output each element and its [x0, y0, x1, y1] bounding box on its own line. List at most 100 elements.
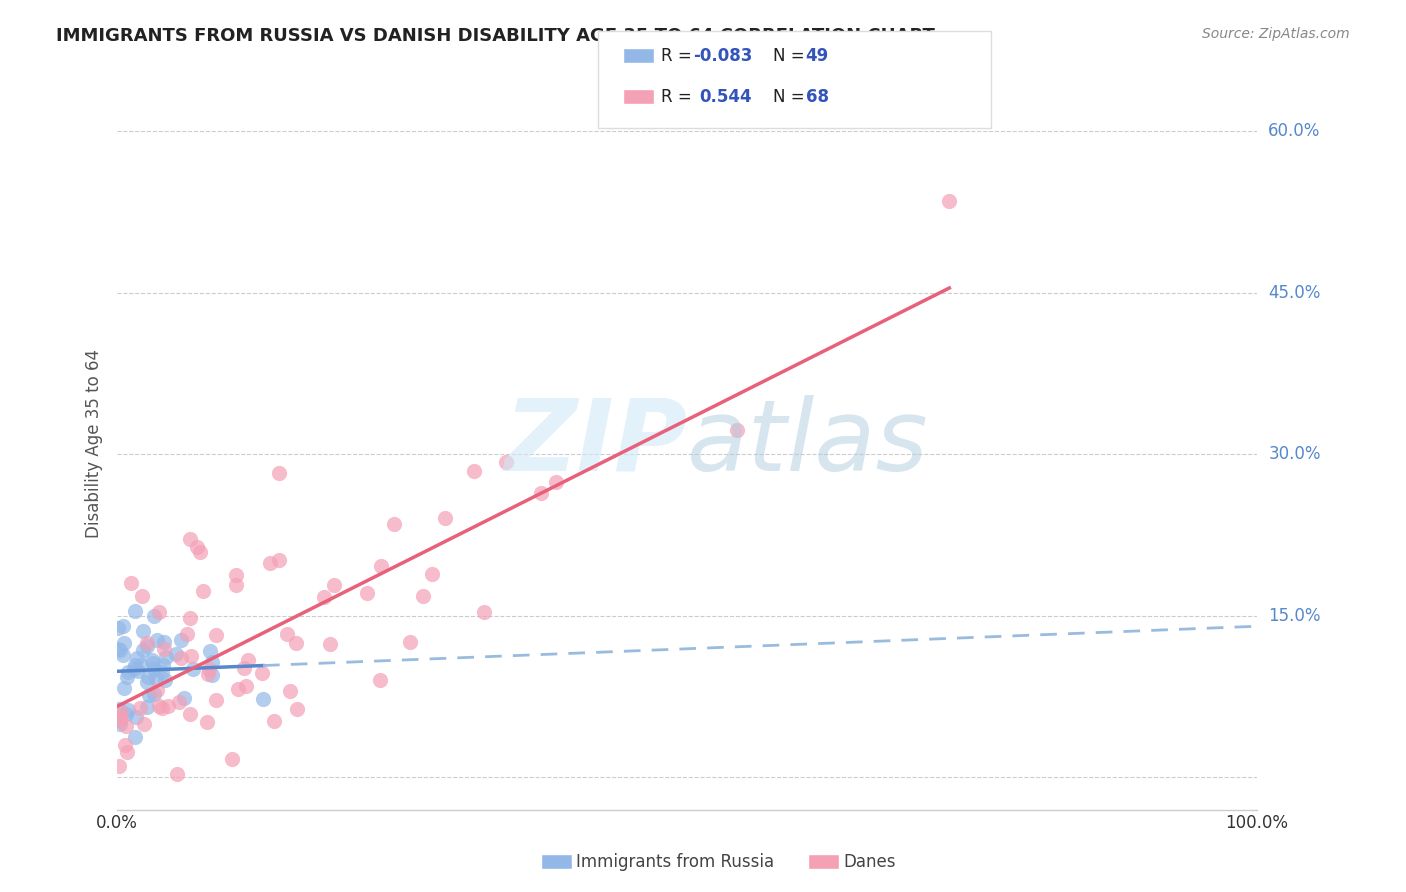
Point	[191, 584, 214, 599]
Point	[938, 194, 960, 209]
Point	[179, 611, 201, 625]
Point	[138, 688, 160, 702]
Point	[276, 626, 298, 640]
Point	[115, 719, 138, 733]
Point	[141, 652, 163, 666]
Point	[153, 673, 176, 687]
Point	[108, 710, 131, 724]
Point	[124, 658, 146, 673]
Point	[179, 707, 201, 722]
Point	[107, 713, 129, 727]
Point	[319, 637, 342, 651]
Point	[463, 464, 485, 478]
Text: 60.0%: 60.0%	[1268, 122, 1320, 140]
Point	[356, 586, 378, 600]
Point	[278, 683, 301, 698]
Point	[122, 662, 145, 676]
Point	[145, 671, 167, 685]
Point	[166, 767, 188, 781]
Point	[167, 695, 190, 709]
Point	[267, 553, 290, 567]
Point	[107, 621, 129, 635]
Text: 49: 49	[806, 47, 830, 65]
Point	[112, 636, 135, 650]
Text: N =: N =	[773, 88, 810, 106]
Point	[150, 701, 173, 715]
Point	[111, 648, 134, 662]
Point	[226, 681, 249, 696]
Text: -0.083: -0.083	[693, 47, 752, 65]
Point	[152, 658, 174, 673]
Point	[108, 759, 131, 773]
Point	[142, 662, 165, 676]
Point	[114, 738, 136, 752]
Point	[495, 455, 517, 469]
Point	[225, 567, 247, 582]
Point	[546, 475, 568, 489]
Text: R =: R =	[661, 47, 697, 65]
Point	[179, 532, 201, 546]
Point	[131, 589, 153, 603]
Point	[382, 517, 405, 532]
Point	[107, 642, 129, 657]
Point	[132, 624, 155, 638]
Point	[145, 633, 167, 648]
Point	[117, 671, 139, 685]
Point	[322, 578, 344, 592]
Point	[263, 714, 285, 728]
Point	[188, 545, 211, 559]
Point	[221, 752, 243, 766]
Point	[132, 717, 155, 731]
Point	[120, 576, 142, 591]
Point	[153, 634, 176, 648]
Point	[204, 692, 226, 706]
Point	[225, 578, 247, 592]
Text: ZIP: ZIP	[505, 395, 688, 492]
Point	[165, 647, 187, 661]
Point	[112, 681, 135, 696]
Point	[136, 670, 159, 684]
Point	[434, 511, 457, 525]
Point	[173, 691, 195, 706]
Point	[110, 705, 132, 719]
Point	[129, 701, 152, 715]
Point	[370, 558, 392, 573]
Point	[259, 556, 281, 570]
Point	[143, 687, 166, 701]
Point	[285, 636, 308, 650]
Point	[108, 714, 131, 728]
Point	[157, 699, 180, 714]
Text: Danes: Danes	[844, 853, 896, 871]
Text: 68: 68	[806, 88, 828, 106]
Y-axis label: Disability Age 35 to 64: Disability Age 35 to 64	[86, 349, 103, 538]
Text: 0.544: 0.544	[699, 88, 751, 106]
Point	[148, 698, 170, 713]
Text: Immigrants from Russia: Immigrants from Russia	[576, 853, 775, 871]
Point	[148, 605, 170, 619]
Point	[250, 666, 273, 681]
Text: 45.0%: 45.0%	[1268, 284, 1320, 301]
Text: IMMIGRANTS FROM RUSSIA VS DANISH DISABILITY AGE 35 TO 64 CORRELATION CHART: IMMIGRANTS FROM RUSSIA VS DANISH DISABIL…	[56, 27, 935, 45]
Point	[124, 730, 146, 744]
Point	[472, 605, 495, 619]
Point	[422, 566, 444, 581]
Point	[285, 702, 308, 716]
Point	[399, 635, 422, 649]
Point	[110, 717, 132, 731]
Point	[529, 485, 551, 500]
Point	[125, 651, 148, 665]
Point	[181, 662, 204, 676]
Point	[412, 589, 434, 603]
Text: atlas: atlas	[688, 395, 929, 492]
Point	[129, 658, 152, 673]
Point	[205, 628, 228, 642]
Point	[368, 673, 391, 687]
Point	[135, 639, 157, 653]
Point	[117, 703, 139, 717]
Point	[117, 665, 139, 680]
Point	[132, 643, 155, 657]
Point	[312, 591, 335, 605]
Point	[153, 642, 176, 657]
Point	[198, 662, 221, 676]
Point	[108, 643, 131, 657]
